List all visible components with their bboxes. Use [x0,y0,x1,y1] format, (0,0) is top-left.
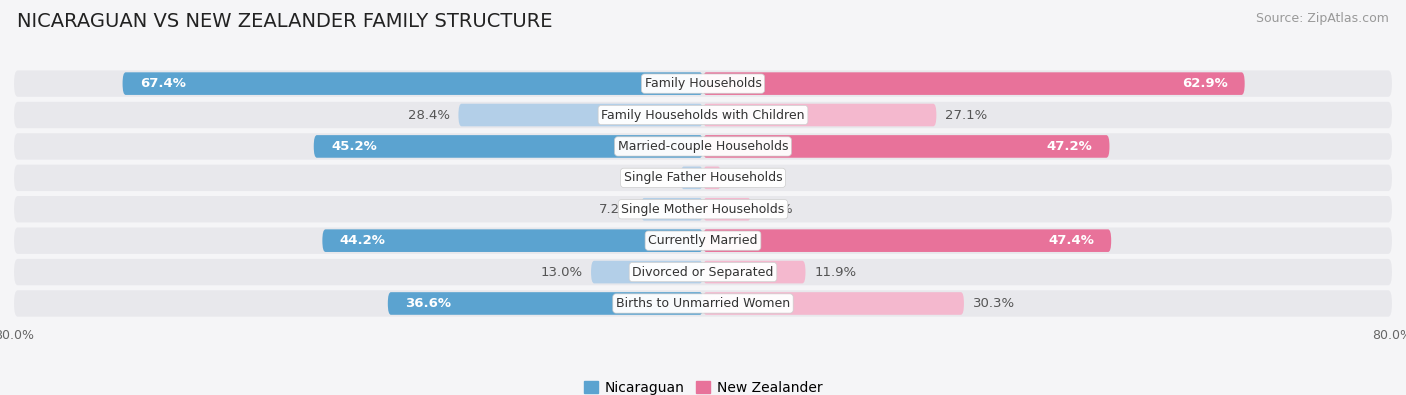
FancyBboxPatch shape [703,104,936,126]
FancyBboxPatch shape [591,261,703,283]
Text: 44.2%: 44.2% [340,234,385,247]
FancyBboxPatch shape [14,228,1392,254]
Text: 36.6%: 36.6% [405,297,451,310]
Text: 62.9%: 62.9% [1181,77,1227,90]
FancyBboxPatch shape [314,135,703,158]
Text: 2.6%: 2.6% [638,171,672,184]
FancyBboxPatch shape [14,196,1392,222]
Text: 13.0%: 13.0% [540,265,582,278]
FancyBboxPatch shape [122,72,703,95]
FancyBboxPatch shape [322,229,703,252]
Text: 28.4%: 28.4% [408,109,450,122]
FancyBboxPatch shape [681,167,703,189]
FancyBboxPatch shape [14,165,1392,191]
Text: 11.9%: 11.9% [814,265,856,278]
Text: 27.1%: 27.1% [945,109,987,122]
Text: 67.4%: 67.4% [139,77,186,90]
FancyBboxPatch shape [14,133,1392,160]
Text: Divorced or Separated: Divorced or Separated [633,265,773,278]
FancyBboxPatch shape [703,72,1244,95]
FancyBboxPatch shape [703,261,806,283]
FancyBboxPatch shape [703,229,1111,252]
Text: Births to Unmarried Women: Births to Unmarried Women [616,297,790,310]
FancyBboxPatch shape [703,292,965,315]
Text: Single Mother Households: Single Mother Households [621,203,785,216]
Text: 30.3%: 30.3% [973,297,1015,310]
FancyBboxPatch shape [641,198,703,220]
Text: 7.2%: 7.2% [599,203,633,216]
Text: Married-couple Households: Married-couple Households [617,140,789,153]
Text: 47.2%: 47.2% [1046,140,1092,153]
Text: NICARAGUAN VS NEW ZEALANDER FAMILY STRUCTURE: NICARAGUAN VS NEW ZEALANDER FAMILY STRUC… [17,12,553,31]
Text: Source: ZipAtlas.com: Source: ZipAtlas.com [1256,12,1389,25]
FancyBboxPatch shape [14,259,1392,285]
FancyBboxPatch shape [14,290,1392,317]
Text: 45.2%: 45.2% [330,140,377,153]
Text: Single Father Households: Single Father Households [624,171,782,184]
Text: Currently Married: Currently Married [648,234,758,247]
Text: 2.1%: 2.1% [730,171,763,184]
FancyBboxPatch shape [703,198,751,220]
FancyBboxPatch shape [458,104,703,126]
Text: 5.6%: 5.6% [759,203,793,216]
FancyBboxPatch shape [388,292,703,315]
Legend: Nicaraguan, New Zealander: Nicaraguan, New Zealander [578,375,828,395]
Text: Family Households: Family Households [644,77,762,90]
Text: 47.4%: 47.4% [1047,234,1094,247]
FancyBboxPatch shape [703,167,721,189]
FancyBboxPatch shape [703,135,1109,158]
FancyBboxPatch shape [14,102,1392,128]
FancyBboxPatch shape [14,70,1392,97]
Text: Family Households with Children: Family Households with Children [602,109,804,122]
